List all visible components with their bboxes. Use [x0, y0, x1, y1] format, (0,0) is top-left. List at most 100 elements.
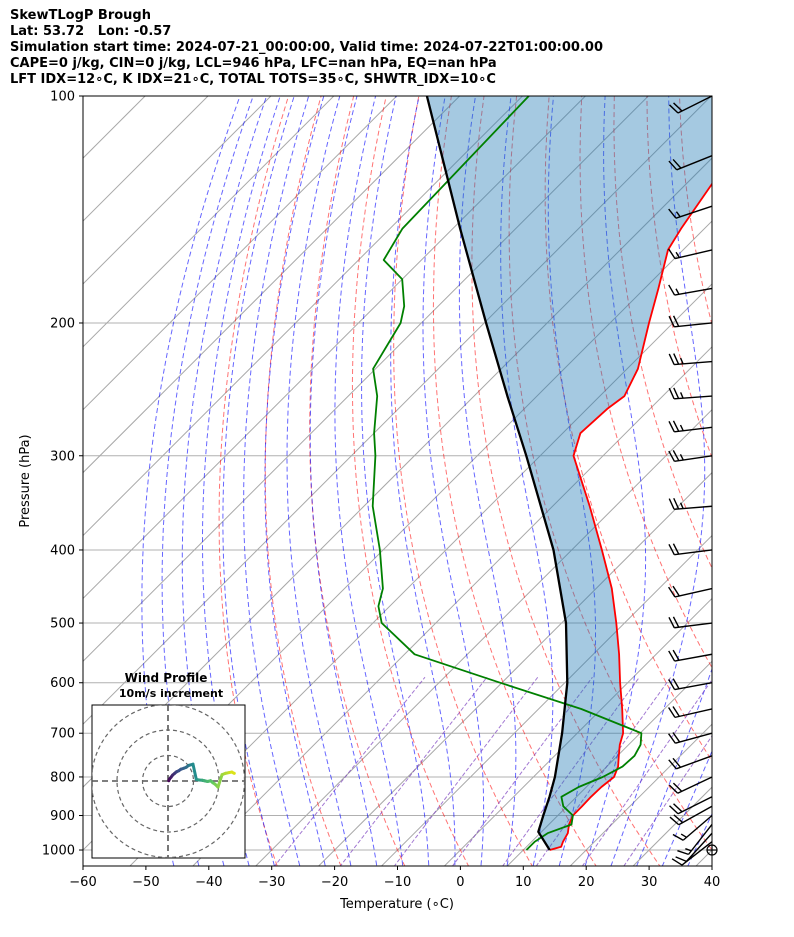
wind-barbs [668, 95, 718, 866]
dry-adiabat [432, 96, 597, 866]
wind-barb [668, 450, 713, 463]
wind-barb [668, 678, 713, 691]
y-axis-ticks: 1000 900 800 700 600 500 400 300 200 100 [42, 90, 83, 859]
moist-adiabat [264, 96, 326, 866]
moist-adiabat [361, 96, 430, 866]
isotherm [83, 96, 650, 663]
isotherm [744, 61, 794, 881]
hodograph-segment [191, 762, 198, 781]
dry-adiabat [309, 96, 406, 866]
wind-barb [668, 755, 713, 770]
x-tick-label: 20 [578, 875, 595, 890]
y-tick-label: 100 [50, 90, 75, 105]
x-tick-label: −40 [195, 875, 222, 890]
moist-adiabat [309, 96, 378, 866]
y-tick-label: 1000 [42, 844, 75, 859]
dewpoint-profile [371, 96, 643, 851]
isotherm [443, 597, 712, 866]
wind-barb [668, 497, 713, 510]
dry-adiabat [218, 96, 289, 866]
cape-shading [426, 96, 712, 850]
wind-barb [672, 814, 713, 841]
isotherm [83, 96, 587, 600]
y-tick-label: 300 [50, 449, 75, 464]
wind-barb [668, 420, 713, 433]
isotherm [83, 96, 461, 474]
dry-adiabats [218, 96, 794, 881]
moist-adiabat [500, 96, 554, 866]
wind-barb [669, 95, 713, 114]
moist-adiabat [584, 96, 647, 866]
mixing-ratio-line [623, 735, 712, 866]
x-tick-label: 10 [515, 875, 532, 890]
y-tick-label: 200 [50, 316, 75, 331]
sounding-profiles [371, 96, 712, 851]
moist-adiabat [547, 96, 596, 866]
hodograph-ring [141, 754, 195, 808]
y-tick-label: 900 [50, 809, 75, 824]
isotherm [506, 660, 712, 866]
isotherm [83, 96, 524, 537]
chart-header: SkewTLogP Brough Lat: 53.72 Lon: -0.57 S… [10, 8, 603, 88]
moist-adiabat [161, 96, 254, 866]
isotherms [83, 61, 794, 881]
hodograph-title: Wind Profile [125, 671, 208, 685]
wind-barb [668, 649, 713, 662]
dry-adiabat [508, 96, 712, 851]
wind-barb [671, 841, 713, 866]
wind-barb [668, 776, 713, 794]
moist-adiabat [222, 96, 295, 866]
x-tick-label: −20 [321, 875, 348, 890]
isotherm [83, 96, 209, 222]
isotherm [83, 96, 398, 411]
title-latlon: Lat: 53.72 Lon: -0.57 [10, 24, 172, 39]
x-axis-label: Temperature (∘C) [339, 897, 454, 912]
isotherm [317, 471, 712, 866]
mixing-ratio-line [502, 676, 640, 866]
x-tick-label: −60 [69, 875, 96, 890]
dry-adiabat [471, 96, 661, 866]
isotherm [83, 96, 335, 348]
moist-adiabat [181, 96, 268, 866]
moist-adiabat [202, 96, 281, 866]
dry-adiabat [646, 96, 712, 460]
moist-adiabat [636, 667, 712, 866]
hodograph-ring [92, 705, 245, 858]
mixing-ratio-line [393, 676, 539, 866]
wind-barb [668, 315, 713, 328]
mixing-ratio-line [581, 679, 712, 866]
moist-adiabat [390, 96, 456, 866]
title-station: SkewTLogP Brough [10, 8, 151, 23]
y-tick-label: 600 [50, 676, 75, 691]
parcel-profile [425, 96, 569, 851]
moist-adiabat [706, 96, 794, 881]
x-tick-label: 30 [641, 875, 658, 890]
mixing-ratio-lines [273, 676, 712, 866]
x-tick-label: 0 [456, 875, 464, 890]
dry-adiabat [613, 96, 712, 570]
y-tick-label: 400 [50, 543, 75, 558]
moist-adiabat [286, 96, 352, 866]
x-tick-label: −50 [132, 875, 159, 890]
moist-adiabat [687, 812, 712, 866]
wind-barb [668, 616, 713, 629]
hodograph-segment [216, 773, 224, 789]
mixing-ratio-line [451, 676, 593, 866]
wind-barb [669, 805, 713, 826]
isotherm [129, 283, 712, 866]
wind-barb [668, 543, 713, 556]
dry-adiabat [745, 96, 794, 881]
y-tick-label: 700 [50, 727, 75, 742]
dry-adiabat [711, 96, 712, 103]
isotherm [192, 346, 712, 866]
wind-barb [668, 353, 713, 366]
x-tick-label: −10 [384, 875, 411, 890]
wind-barb [675, 832, 713, 862]
mixing-ratio-line [273, 676, 426, 866]
wind-barb [668, 248, 713, 260]
title-indices-1: CAPE=0 j/kg, CIN=0 j/kg, LCL=946 hPa, LF… [10, 56, 497, 71]
isotherm [380, 534, 712, 866]
dry-adiabat [393, 96, 533, 866]
wind-barb [668, 387, 713, 400]
